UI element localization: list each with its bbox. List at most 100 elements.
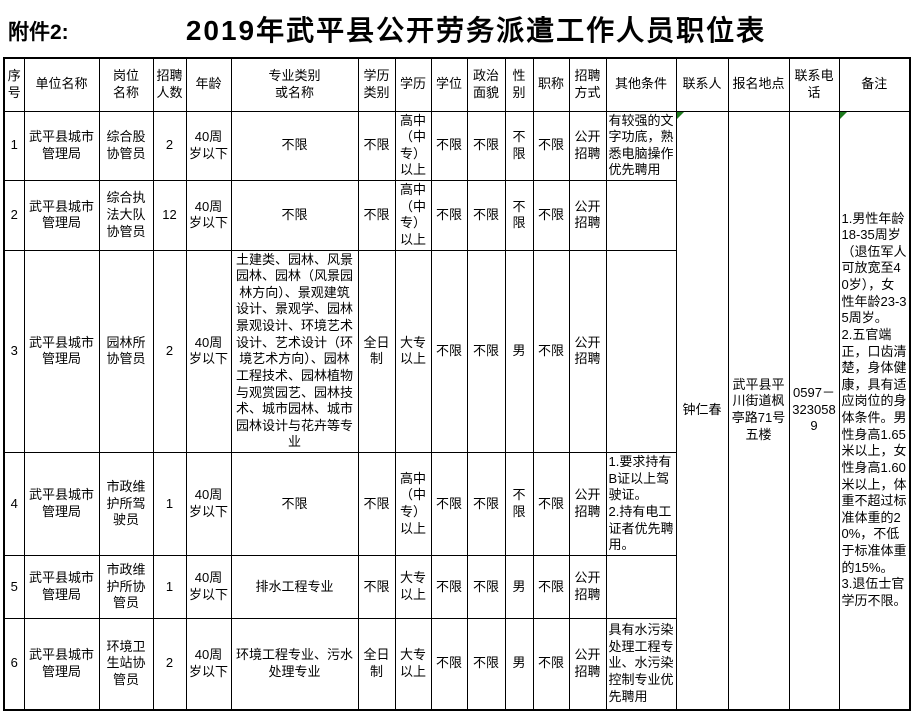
col-header-edu-type: 学历 类别 [357, 57, 396, 112]
cell-method: 公开招聘 [568, 555, 607, 619]
cell-political: 不限 [466, 249, 506, 453]
cell-position: 综合股协管员 [98, 110, 154, 181]
cell-count: 2 [152, 110, 187, 181]
cell-unit: 武平县城市管理局 [23, 249, 100, 453]
attachment-label: 附件2: [8, 21, 69, 44]
col-header-phone: 联系电 话 [788, 57, 840, 112]
cell-edu: 大专以上 [394, 555, 432, 619]
cell-method: 公开招聘 [568, 180, 607, 251]
cell-unit: 武平县城市管理局 [23, 555, 100, 619]
cell-count: 2 [152, 249, 187, 453]
cell-title: 不限 [532, 180, 570, 251]
contact-person-text: 钟仁春 [682, 401, 722, 417]
col-header-other: 其他条件 [605, 57, 677, 112]
cell-age: 40周岁以下 [185, 618, 232, 710]
cell-gender: 男 [504, 618, 534, 710]
cell-seq: 4 [3, 452, 25, 556]
cell-edu-type: 不限 [357, 180, 396, 251]
cell-edu: 高中（中专）以上 [394, 110, 432, 181]
cell-title: 不限 [532, 110, 570, 181]
cell-age: 40周岁以下 [185, 110, 232, 181]
cell-count: 1 [152, 452, 187, 556]
col-header-method: 招聘 方式 [568, 57, 607, 112]
cell-age: 40周岁以下 [185, 555, 232, 619]
cell-degree: 不限 [430, 618, 468, 710]
col-header-gender: 性别 [504, 57, 534, 112]
col-header-seq: 序号 [3, 57, 25, 112]
cell-count: 12 [152, 180, 187, 251]
cell-other [605, 555, 677, 619]
cell-age: 40周岁以下 [185, 249, 232, 453]
cell-political: 不限 [466, 180, 506, 251]
cell-edu-type: 全日制 [357, 249, 396, 453]
comment-marker-icon [840, 111, 847, 119]
cell-position: 园林所协管员 [98, 249, 154, 453]
cell-gender: 不限 [504, 180, 534, 251]
cell-edu: 大专以上 [394, 249, 432, 453]
col-header-count: 招聘 人数 [152, 57, 187, 112]
col-header-degree: 学位 [430, 57, 468, 112]
cell-major: 不限 [230, 180, 359, 251]
table-row: 5 武平县城市管理局 市政维护所协管员 1 40周岁以下 排水工程专业 不限 大… [3, 555, 910, 619]
table-row: 6 武平县城市管理局 环境卫生站协管员 2 40周岁以下 环境工程专业、污水处理… [3, 618, 910, 710]
cell-contact-phone: 0597－3230589 [788, 110, 840, 710]
cell-gender: 不限 [504, 110, 534, 181]
position-table: 序号 单位名称 岗位 名称 招聘 人数 年龄 专业类别 或名称 学历 类别 学历… [3, 57, 911, 711]
cell-edu-type: 不限 [357, 110, 396, 181]
cell-other: 具有水污染处理工程专业、水污染控制专业优先聘用 [605, 618, 677, 710]
title-bar: 附件2: 2019年武平县公开劳务派遣工作人员职位表 [0, 0, 912, 57]
cell-position: 环境卫生站协管员 [98, 618, 154, 710]
table-row: 2 武平县城市管理局 综合执法大队协管员 12 40周岁以下 不限 不限 高中（… [3, 180, 910, 251]
cell-position: 综合执法大队协管员 [98, 180, 154, 251]
cell-count: 2 [152, 618, 187, 710]
col-header-contact: 联系人 [675, 57, 729, 112]
cell-seq: 2 [3, 180, 25, 251]
header-row: 序号 单位名称 岗位 名称 招聘 人数 年龄 专业类别 或名称 学历 类别 学历… [3, 57, 911, 112]
cell-unit: 武平县城市管理局 [23, 180, 100, 251]
cell-gender: 男 [504, 249, 534, 453]
col-header-age: 年龄 [185, 57, 232, 112]
cell-seq: 1 [3, 110, 25, 181]
cell-title: 不限 [532, 452, 570, 556]
cell-political: 不限 [466, 452, 506, 556]
col-header-location: 报名地点 [727, 57, 790, 112]
cell-seq: 5 [3, 555, 25, 619]
remarks-text: 1.男性年龄18-35周岁（退伍军人可放宽至40岁），女性年龄23-35周岁。 … [841, 210, 907, 608]
cell-edu: 高中（中专）以上 [394, 452, 432, 556]
cell-unit: 武平县城市管理局 [23, 110, 100, 181]
cell-registration-location: 武平县平川街道枫亭路71号五楼 [727, 110, 790, 710]
cell-edu-type: 不限 [357, 555, 396, 619]
cell-unit: 武平县城市管理局 [23, 452, 100, 556]
cell-seq: 3 [3, 249, 25, 453]
cell-position: 市政维护所协管员 [98, 555, 154, 619]
cell-edu: 大专以上 [394, 618, 432, 710]
col-header-title: 职称 [532, 57, 570, 112]
cell-age: 40周岁以下 [185, 180, 232, 251]
page-title: 2019年武平县公开劳务派遣工作人员职位表 [185, 14, 767, 46]
cell-political: 不限 [466, 618, 506, 710]
cell-seq: 6 [3, 618, 25, 710]
table-row: 4 武平县城市管理局 市政维护所驾驶员 1 40周岁以下 不限 不限 高中（中专… [3, 452, 910, 556]
cell-gender: 不限 [504, 452, 534, 556]
comment-marker-icon [677, 111, 684, 119]
cell-unit: 武平县城市管理局 [23, 618, 100, 710]
cell-title: 不限 [532, 618, 570, 710]
cell-position: 市政维护所驾驶员 [98, 452, 154, 556]
col-header-major: 专业类别 或名称 [230, 57, 359, 112]
cell-method: 公开招聘 [568, 618, 607, 710]
cell-degree: 不限 [430, 110, 468, 181]
table-row: 1 武平县城市管理局 综合股协管员 2 40周岁以下 不限 不限 高中（中专）以… [3, 110, 911, 710]
cell-title: 不限 [532, 249, 570, 453]
cell-title: 不限 [532, 555, 570, 619]
cell-major: 不限 [230, 452, 359, 556]
cell-political: 不限 [466, 110, 506, 181]
cell-edu: 高中（中专）以上 [394, 180, 432, 251]
cell-major: 不限 [230, 110, 359, 181]
cell-political: 不限 [466, 555, 506, 619]
cell-count: 1 [152, 555, 187, 619]
cell-remarks: 1.男性年龄18-35周岁（退伍军人可放宽至40岁），女性年龄23-35周岁。 … [838, 110, 911, 710]
col-header-unit: 单位名称 [23, 57, 100, 112]
cell-gender: 男 [504, 555, 534, 619]
cell-degree: 不限 [430, 555, 468, 619]
cell-major: 环境工程专业、污水处理专业 [230, 618, 359, 710]
